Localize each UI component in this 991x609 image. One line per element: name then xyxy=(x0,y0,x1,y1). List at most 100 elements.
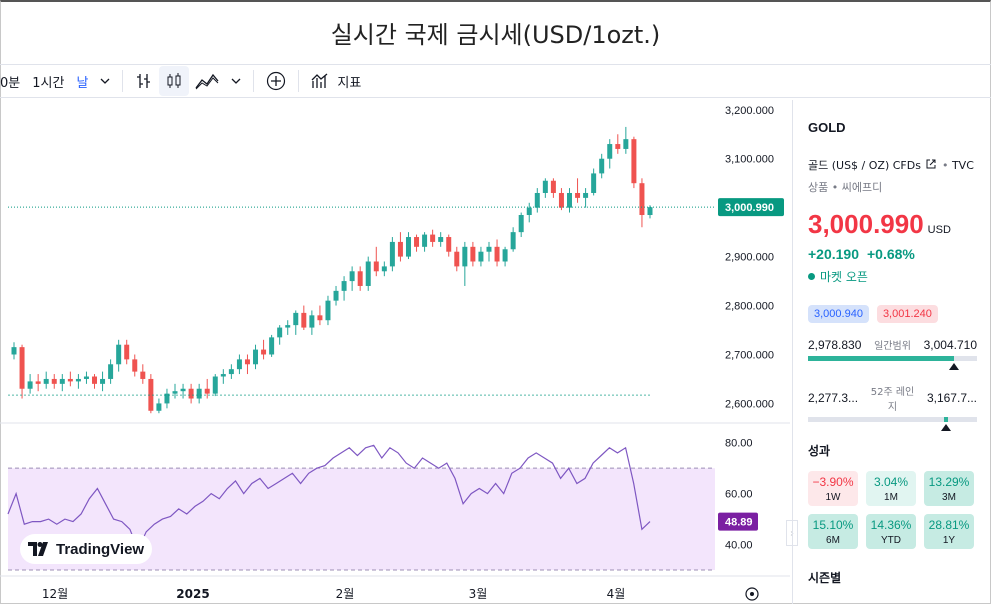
candle-body xyxy=(623,139,629,149)
ask-price: 3,001.240 xyxy=(876,305,938,323)
week52-current-tick xyxy=(943,417,948,422)
price-change: +20.190 +0.68% xyxy=(808,246,977,262)
current-price-label: 3,000.990 xyxy=(725,202,774,214)
toolbar-divider xyxy=(253,70,255,92)
day-high: 3,004.710 xyxy=(923,337,977,352)
candle-body xyxy=(454,251,460,267)
bid-price: 3,000.940 xyxy=(808,305,869,323)
rsi-line xyxy=(7,444,651,552)
price-axis-label: 3,200.000 xyxy=(725,105,774,117)
day-range-fill xyxy=(808,356,955,361)
performance-cell-1y[interactable]: 28.81% 1Y xyxy=(924,514,974,549)
performance-value: 3.04% xyxy=(873,474,909,489)
candle-body xyxy=(35,381,41,384)
candle-body xyxy=(583,192,589,198)
price-chart[interactable]: 3,200.0003,100.0003,000.0002,900.0002,80… xyxy=(0,100,790,604)
interval-1h-button[interactable]: 1시간 xyxy=(32,75,65,91)
settings-gear-center xyxy=(750,592,754,596)
candle-body xyxy=(349,271,355,282)
chart-area[interactable]: 3,200.0003,100.0003,000.0002,900.0002,80… xyxy=(0,100,790,604)
symbol-ticker[interactable]: GOLD xyxy=(808,120,846,135)
candle-body xyxy=(599,158,605,174)
candle-body xyxy=(148,378,154,411)
page-title: 실시간 국제 금시세(USD/1ozt.) xyxy=(330,20,661,49)
candle-body xyxy=(59,378,65,384)
candle-body xyxy=(132,359,138,372)
candle-body xyxy=(11,347,17,355)
bar-chart-icon[interactable] xyxy=(129,66,159,96)
rsi-axis-label: 60.00 xyxy=(725,489,753,501)
tradingview-logo[interactable]: TradingView xyxy=(20,534,153,564)
time-axis-label: 3월 xyxy=(469,587,488,601)
price-change-abs: +20.190 xyxy=(808,246,859,262)
candle-body xyxy=(301,312,307,328)
rsi-value-tag xyxy=(718,512,758,531)
candle-body xyxy=(615,144,621,149)
candles-icon[interactable] xyxy=(159,66,190,96)
indicators-button[interactable]: 지표 xyxy=(305,66,367,96)
performance-value: 28.81% xyxy=(928,517,970,532)
settings-gear-icon[interactable] xyxy=(745,587,759,601)
external-link-icon[interactable] xyxy=(926,159,936,169)
price-change-pct: +0.68% xyxy=(867,246,915,262)
performance-value: 15.10% xyxy=(812,517,854,532)
candle-body xyxy=(285,325,291,328)
tradingview-logo-icon xyxy=(28,542,48,556)
last-price-block: 3,000.990 USD xyxy=(808,209,977,240)
price-axis-label: 2,600.000 xyxy=(725,398,774,410)
symbol-details-panel: GOLD 골드 (US$ / OZ) CFDs • TVC 상품 • 씨에프디 … xyxy=(792,100,989,604)
week52-range-marker-icon xyxy=(940,424,951,431)
candle-body xyxy=(108,364,114,379)
performance-value: 13.29% xyxy=(928,474,970,489)
symbol-name[interactable]: 골드 (US$ / OZ) CFDs • TVC xyxy=(808,157,977,173)
week52-range-bar xyxy=(808,417,977,431)
chevron-down-icon[interactable] xyxy=(94,66,116,96)
performance-cell-ytd[interactable]: 14.36% YTD xyxy=(866,514,916,549)
interval-partial-button[interactable]: 0분 xyxy=(0,75,21,91)
candle-body xyxy=(253,349,259,365)
candle-body xyxy=(124,344,130,360)
week52-high: 3,167.7... xyxy=(926,391,977,405)
performance-cell-1w[interactable]: −3.90% 1W xyxy=(808,471,858,506)
performance-cell-3m[interactable]: 13.29% 3M xyxy=(924,471,974,506)
area-chart-icon[interactable] xyxy=(189,66,225,96)
chart-toolbar: 0분 1시간 날 지표 xyxy=(0,64,991,98)
day-range-bar xyxy=(808,356,977,370)
candle-body xyxy=(27,381,33,389)
candle-body xyxy=(269,337,275,355)
chevron-down-icon[interactable] xyxy=(225,66,247,96)
performance-period: YTD xyxy=(881,534,901,546)
candle-body xyxy=(470,246,476,262)
candle-body xyxy=(575,192,581,198)
candle-body xyxy=(236,359,242,370)
week52-range-label: 52주 레인지 xyxy=(870,387,915,413)
performance-title: 성과 xyxy=(808,444,831,458)
candle-body xyxy=(607,144,613,159)
candle-body xyxy=(333,290,339,301)
day-range-row: 2,978.830 일간범위 3,004.710 xyxy=(808,337,977,353)
candle-body xyxy=(365,261,371,286)
rsi-axis-label: 40.00 xyxy=(725,540,753,552)
performance-cell-1m[interactable]: 3.04% 1M xyxy=(866,471,916,506)
candle-body xyxy=(422,234,428,247)
candle-body xyxy=(83,376,89,379)
tradingview-logo-text: TradingView xyxy=(56,540,145,558)
candle-body xyxy=(100,378,106,384)
performance-cell-6m[interactable]: 15.10% 6M xyxy=(808,514,858,549)
rsi-value-label: 48.89 xyxy=(725,517,753,529)
candle-body xyxy=(164,393,170,404)
last-price: 3,000.990 xyxy=(808,209,924,239)
candle-body xyxy=(43,378,49,384)
candle-body xyxy=(92,376,98,384)
candle-body xyxy=(494,246,500,262)
candle-body xyxy=(542,180,548,193)
candle-body xyxy=(261,349,267,355)
price-axis-label: 2,900.000 xyxy=(725,252,774,264)
seasonals-title: 시즌별 xyxy=(808,571,842,585)
candle-body xyxy=(510,232,516,250)
add-compare-icon[interactable] xyxy=(260,66,292,96)
bullet: • xyxy=(941,159,949,172)
candle-body xyxy=(357,271,363,286)
interval-day-button[interactable]: 날 xyxy=(76,75,89,91)
current-price-tag xyxy=(718,198,784,217)
